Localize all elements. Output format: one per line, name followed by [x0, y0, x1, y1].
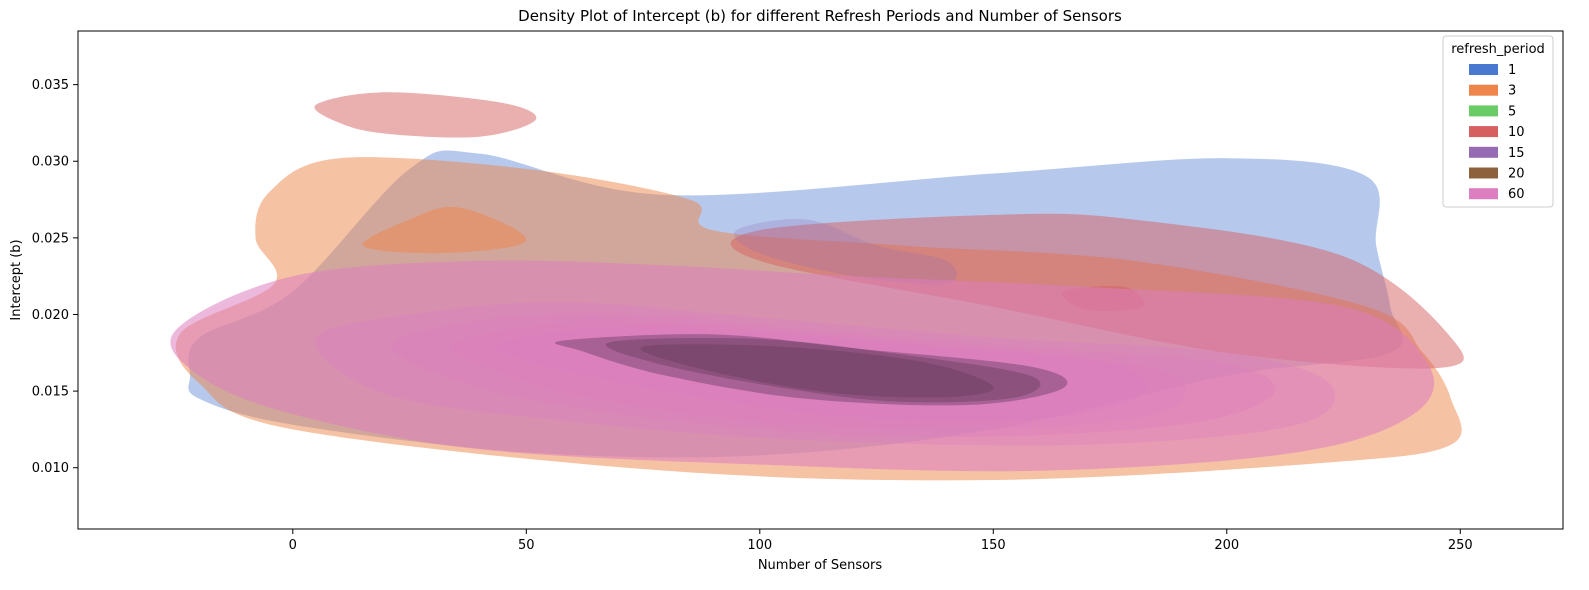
legend-swatch-20	[1469, 167, 1498, 179]
density-layer	[170, 92, 1464, 481]
y-tick-label: 0.020	[32, 308, 69, 323]
density-region-3-1	[362, 206, 527, 254]
legend-swatch-15	[1469, 146, 1498, 158]
density-region-10-0	[314, 92, 537, 138]
y-tick-label: 0.015	[32, 385, 69, 400]
density-level-60-8	[640, 344, 994, 398]
x-tick-label: 250	[1448, 538, 1473, 553]
legend-title: refresh_period	[1451, 42, 1545, 57]
x-tick-label: 200	[1214, 538, 1239, 553]
y-axis-label: Intercept (b)	[9, 239, 24, 320]
y-tick-label: 0.025	[32, 231, 69, 246]
density-region-15-0	[733, 218, 957, 285]
chart-title: Density Plot of Intercept (b) for differ…	[518, 7, 1122, 25]
legend-swatch-10	[1469, 126, 1498, 138]
density-level-60-0	[170, 260, 1435, 472]
legend-swatch-1	[1469, 64, 1498, 75]
legend: refresh_period 1 3 5 10 15 20 60	[1442, 35, 1554, 208]
legend-label-3: 3	[1508, 84, 1516, 99]
density-level-60-2	[391, 313, 1276, 438]
y-ticks: 0.010 0.015 0.020 0.025 0.030 0.035	[32, 78, 78, 476]
density-level-60-5	[518, 331, 1105, 412]
legend-label-60: 60	[1508, 187, 1525, 202]
axes-frame	[77, 30, 1564, 530]
legend-swatch-5	[1469, 105, 1498, 117]
density-level-60-7	[605, 338, 1041, 403]
y-tick-label: 0.010	[32, 461, 69, 476]
density-level-60-6	[554, 334, 1068, 406]
legend-swatch-60	[1469, 188, 1498, 200]
x-tick-label: 100	[747, 538, 772, 553]
legend-swatch-3	[1469, 84, 1498, 96]
density-level-60-4	[496, 326, 1148, 422]
legend-frame	[1442, 35, 1554, 208]
y-tick-label: 0.030	[32, 155, 69, 170]
legend-label-1: 1	[1508, 63, 1516, 78]
density-level-60-1	[315, 302, 1336, 446]
legend-label-10: 10	[1508, 125, 1525, 140]
legend-label-15: 15	[1508, 146, 1525, 161]
x-axis-label: Number of Sensors	[758, 558, 883, 573]
density-level-60-3	[450, 320, 1187, 430]
density-series-15	[733, 218, 957, 285]
x-tick-label: 150	[981, 538, 1006, 553]
x-tick-label: 0	[289, 538, 297, 553]
x-tick-label: 50	[518, 538, 535, 553]
density-series-60	[170, 260, 1435, 472]
y-tick-label: 0.035	[32, 78, 69, 93]
legend-label-5: 5	[1508, 104, 1516, 119]
x-ticks: 0 50 100 150 200 250	[289, 529, 1473, 553]
legend-label-20: 20	[1508, 167, 1525, 182]
